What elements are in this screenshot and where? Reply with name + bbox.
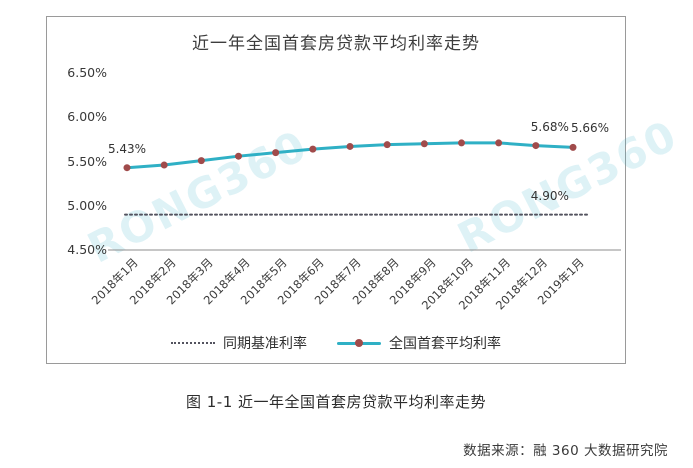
dotted-line-swatch-icon <box>171 342 215 344</box>
data-source: 数据来源：融 360 大数据研究院 <box>463 443 668 459</box>
legend-label-average: 全国首套平均利率 <box>389 336 501 352</box>
legend: 同期基准利率 全国首套平均利率 <box>46 333 626 353</box>
value-annotation: 5.68% <box>530 119 569 134</box>
legend-item-average: 全国首套平均利率 <box>337 333 501 353</box>
y-tick-label: 6.00% <box>67 109 107 125</box>
value-annotation: 5.43% <box>107 141 147 156</box>
y-tick-label: 5.50% <box>67 153 107 169</box>
value-annotation: 5.66% <box>570 121 610 136</box>
y-tick-label: 4.50% <box>67 242 107 257</box>
chart-title: 近一年全国首套房贷款平均利率走势 <box>192 34 480 54</box>
legend-label-benchmark: 同期基准利率 <box>223 336 307 352</box>
line-marker-swatch-icon <box>337 339 381 347</box>
legend-item-benchmark: 同期基准利率 <box>171 333 307 353</box>
figure-caption: 图 1-1 近一年全国首套房贷款平均利率走势 <box>185 393 487 411</box>
chart-panel <box>46 16 626 364</box>
y-tick-label: 6.50% <box>67 65 107 80</box>
value-annotation: 4.90% <box>530 188 569 203</box>
y-tick-label: 5.00% <box>67 197 107 213</box>
